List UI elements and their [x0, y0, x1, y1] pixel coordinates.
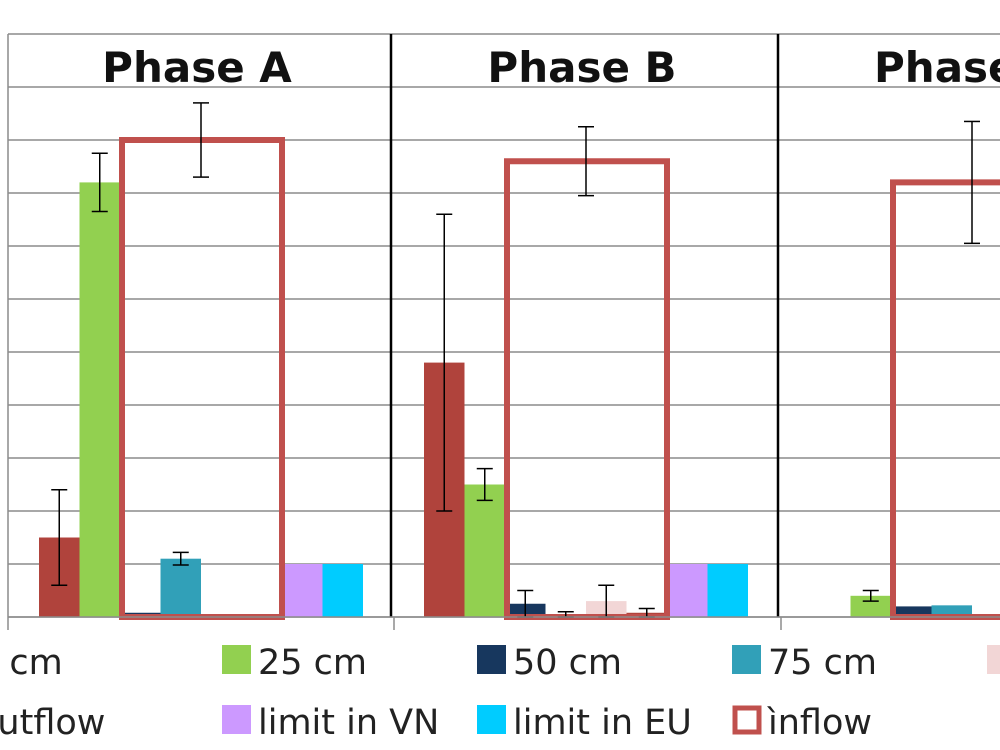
legend-swatch: [222, 705, 251, 734]
bar: [160, 558, 201, 617]
inflow-box: [890, 179, 1000, 620]
bar: [931, 605, 972, 617]
bar: [891, 606, 932, 617]
phase-labels: Phase A Phase B Phase C: [102, 43, 1000, 92]
legend-label: outflow: [0, 703, 105, 743]
legend-swatch: [477, 705, 506, 734]
bar: [322, 564, 363, 617]
legend-swatch: [477, 645, 506, 674]
bar: [707, 564, 748, 617]
error-bars: [51, 102, 980, 618]
inflow-boxes: [119, 137, 1000, 620]
bar: [667, 564, 708, 617]
inflow-box: [504, 158, 670, 620]
inflow-box: [119, 137, 285, 620]
legend-swatch: [987, 645, 1000, 674]
legend-label: limit in EU: [513, 703, 692, 743]
legend-label: 50 cm: [513, 643, 622, 683]
legend-label: ìnflow: [767, 703, 872, 743]
legend-label: limit in VN: [258, 703, 439, 743]
bar: [464, 484, 505, 617]
phase-label: Phase B: [487, 43, 676, 92]
legend-label: 25 cm: [258, 643, 367, 683]
legend-swatch: [732, 645, 761, 674]
bar: [79, 182, 120, 617]
bars: [39, 182, 972, 617]
bar: [850, 595, 891, 617]
legend: 0 cm 25 cm 50 cm 75 cm outflow limit in VN lim…: [0, 643, 1000, 743]
phase-label: Phase A: [102, 43, 292, 92]
legend-swatch-inflow: [732, 705, 762, 735]
bar: [282, 564, 323, 617]
x-axis: [7, 616, 1000, 630]
legend-label: 0 cm: [0, 643, 63, 683]
legend-swatch: [222, 645, 251, 674]
phase-dividers: [389, 34, 780, 617]
phase-label: Phase C: [874, 43, 1000, 92]
legend-label: 75 cm: [768, 643, 877, 683]
